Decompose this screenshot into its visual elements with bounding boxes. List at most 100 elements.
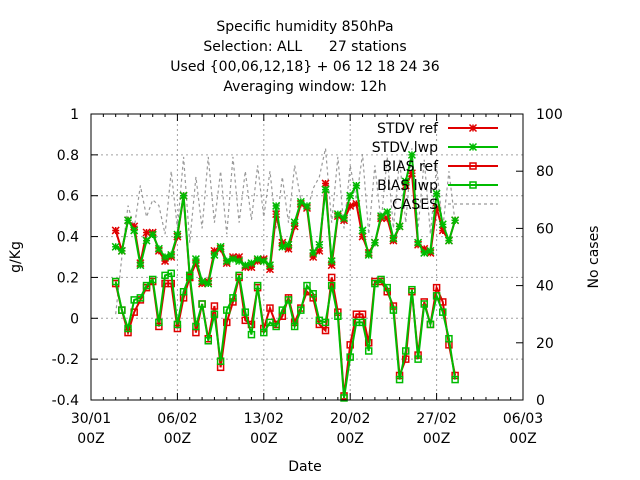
point-stdv-ref bbox=[142, 228, 151, 237]
point-bias-lwp bbox=[124, 324, 132, 333]
title-line-1: Specific humidity 850hPa bbox=[216, 19, 393, 35]
title-line-4: Averaging window: 12h bbox=[223, 79, 386, 95]
point-stdv-lwp bbox=[161, 252, 170, 262]
point-stdv-lwp bbox=[327, 257, 336, 266]
point-bias-ref bbox=[401, 355, 410, 363]
y2-tick-label: 0 bbox=[536, 393, 545, 409]
point-stdv-lwp bbox=[265, 261, 275, 270]
point-stdv-lwp bbox=[339, 214, 349, 223]
point-stdv-lwp bbox=[284, 240, 293, 249]
point-bias-ref bbox=[321, 326, 330, 335]
point-stdv-lwp bbox=[210, 250, 219, 259]
point-bias-lwp bbox=[148, 275, 157, 284]
point-stdv-lwp bbox=[395, 222, 404, 231]
point-stdv-ref bbox=[432, 203, 441, 213]
point-bias-lwp bbox=[439, 308, 447, 316]
title-line-3: Used {00,06,12,18} + 06 12 18 24 36 bbox=[170, 59, 440, 75]
point-bias-lwp bbox=[229, 294, 237, 302]
point-stdv-ref bbox=[111, 226, 120, 235]
point-bias-lwp bbox=[260, 328, 268, 337]
x-tick-label-hour: 00Z bbox=[77, 431, 104, 447]
series-layer bbox=[111, 148, 460, 402]
point-stdv-lwp bbox=[290, 218, 299, 227]
point-stdv-lwp bbox=[309, 248, 318, 257]
point-stdv-lwp bbox=[204, 279, 213, 288]
point-stdv-lwp bbox=[383, 208, 392, 217]
series-cases bbox=[115, 148, 456, 315]
title-line-2: Selection: ALL 27 stations bbox=[203, 39, 406, 55]
point-stdv-lwp bbox=[123, 216, 133, 225]
point-bias-lwp bbox=[408, 285, 416, 294]
x-tick-label-hour: 00Z bbox=[509, 431, 536, 447]
point-stdv-ref bbox=[352, 199, 361, 208]
point-bias-lwp bbox=[210, 310, 219, 318]
point-bias-lwp bbox=[155, 318, 163, 327]
y-tick-label: 0.2 bbox=[57, 270, 79, 286]
point-stdv-lwp bbox=[426, 246, 435, 255]
point-stdv-lwp bbox=[142, 236, 151, 245]
point-bias-lwp bbox=[253, 281, 262, 290]
x-tick-label-date: 06/03 bbox=[503, 411, 543, 427]
point-bias-lwp bbox=[377, 275, 385, 284]
point-bias-lwp bbox=[118, 306, 126, 314]
point-stdv-lwp bbox=[278, 242, 287, 251]
point-stdv-lwp bbox=[352, 181, 361, 190]
point-stdv-lwp bbox=[444, 236, 453, 245]
legend-label-bias-ref: BIAS ref bbox=[382, 159, 439, 175]
point-stdv-lwp bbox=[358, 226, 367, 235]
point-bias-lwp bbox=[340, 394, 348, 402]
legend-label-stdv-lwp: STDV lwp bbox=[372, 140, 438, 156]
y2-tick-label: 60 bbox=[536, 221, 554, 237]
point-bias-lwp bbox=[426, 320, 435, 329]
point-stdv-lwp bbox=[247, 259, 256, 268]
point-stdv-lwp bbox=[302, 201, 312, 210]
legend-marker-bias-ref bbox=[469, 162, 477, 170]
point-stdv-ref bbox=[358, 232, 367, 241]
point-bias-lwp bbox=[179, 287, 188, 296]
point-stdv-lwp bbox=[272, 201, 281, 210]
point-stdv-lwp bbox=[130, 226, 139, 235]
point-stdv-lwp bbox=[154, 244, 163, 253]
x-tick-label-date: 13/02 bbox=[244, 411, 284, 427]
point-bias-lwp bbox=[303, 281, 311, 290]
legend-marker-stdv-lwp bbox=[468, 142, 478, 152]
point-stdv-lwp bbox=[136, 261, 145, 270]
point-bias-lwp bbox=[321, 318, 330, 327]
legend-label-stdv-ref: STDV ref bbox=[377, 121, 439, 137]
point-stdv-ref bbox=[290, 222, 299, 231]
point-stdv-ref bbox=[284, 244, 293, 253]
y2-axis-label: No cases bbox=[586, 226, 602, 289]
point-stdv-lwp bbox=[364, 250, 373, 259]
point-stdv-ref bbox=[383, 214, 392, 223]
point-stdv-lwp bbox=[148, 230, 157, 239]
point-bias-lwp bbox=[167, 269, 175, 278]
point-bias-lwp bbox=[284, 296, 293, 304]
point-stdv-lwp bbox=[420, 248, 429, 257]
point-bias-lwp bbox=[198, 300, 206, 308]
point-bias-lwp bbox=[445, 334, 453, 343]
point-bias-ref bbox=[358, 310, 367, 318]
point-stdv-lwp bbox=[414, 238, 423, 247]
x-tick-label-hour: 00Z bbox=[423, 431, 450, 447]
point-bias-ref bbox=[266, 304, 274, 312]
x-tick-label-date: 06/02 bbox=[157, 411, 197, 427]
point-bias-lwp bbox=[364, 347, 373, 355]
series-line-bias-lwp bbox=[114, 272, 457, 399]
point-stdv-lwp bbox=[407, 150, 416, 159]
x-axis-label: Date bbox=[288, 459, 321, 475]
point-stdv-lwp bbox=[222, 257, 231, 266]
axis-ticks: -0.4 -0.2 0 0.2 0.4 0.6 0.8 1 0 20 40 60 80 100 30/01 0… bbox=[52, 107, 563, 447]
y-tick-label: 0.6 bbox=[57, 189, 79, 205]
point-bias-lwp bbox=[451, 375, 459, 384]
point-stdv-ref bbox=[247, 263, 256, 272]
point-stdv-lwp bbox=[296, 197, 305, 206]
x-tick-label-date: 20/02 bbox=[330, 411, 370, 427]
point-bias-lwp bbox=[185, 271, 194, 280]
series-line-cases bbox=[115, 148, 456, 315]
point-bias-lwp bbox=[223, 306, 231, 314]
chart-title: Specific humidity 850hPa Selection: ALL … bbox=[170, 19, 440, 95]
point-bias-lwp bbox=[334, 312, 342, 320]
y-tick-label: -0.2 bbox=[52, 352, 79, 368]
y-tick-label: 0.8 bbox=[57, 148, 79, 164]
